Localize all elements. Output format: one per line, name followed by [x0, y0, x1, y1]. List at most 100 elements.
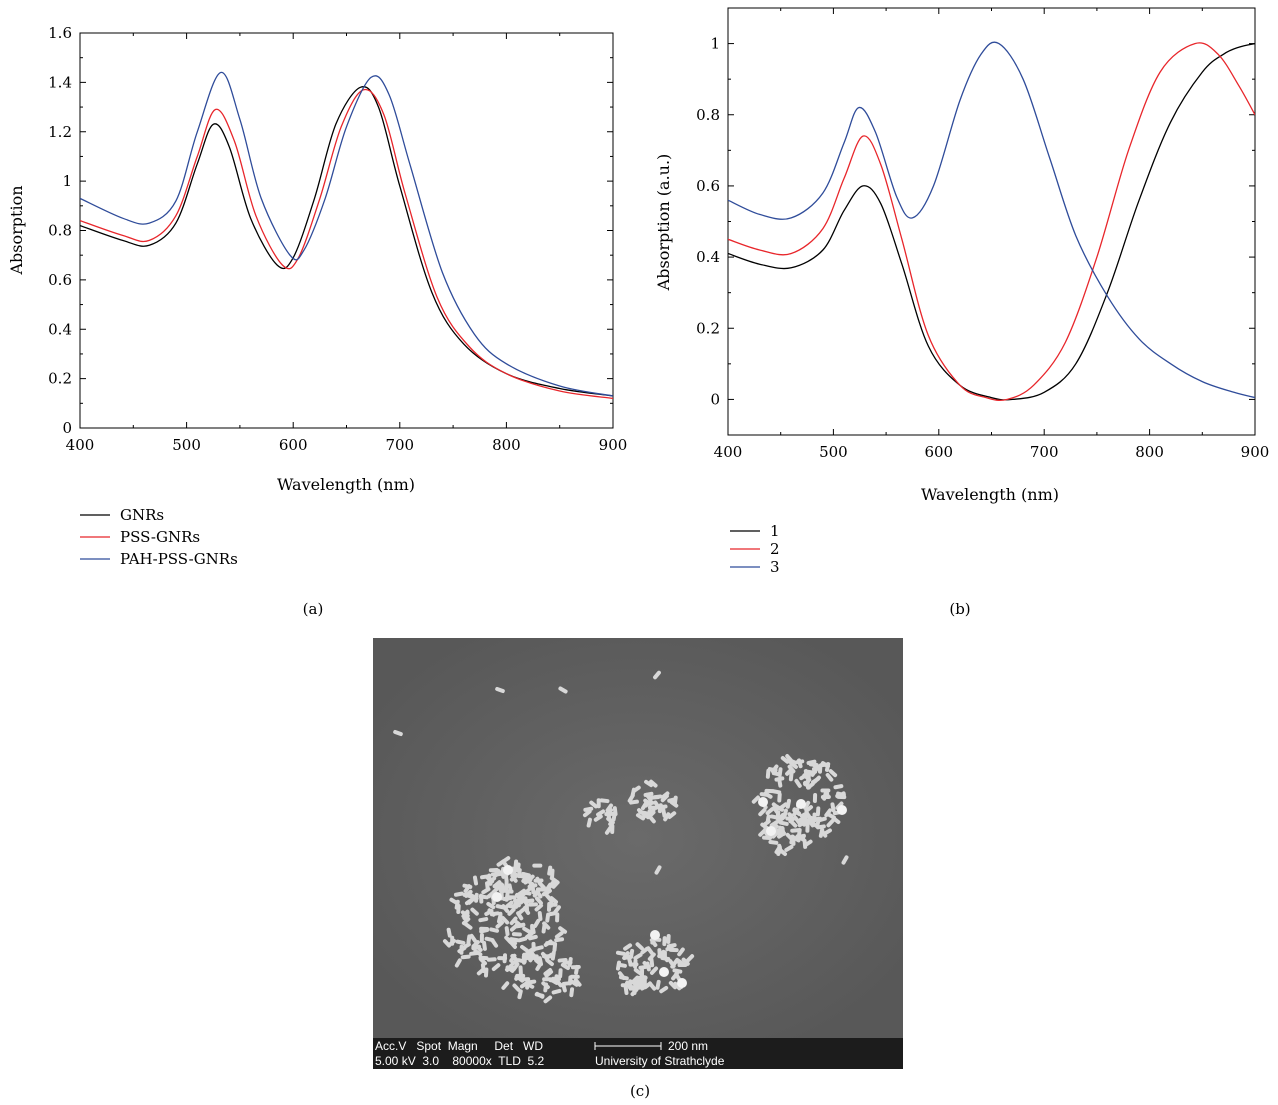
sem-nanorod [653, 670, 661, 680]
sem-nanorod [782, 808, 788, 819]
sem-nanorod [668, 947, 679, 953]
sem-nanorod [491, 886, 500, 895]
sem-nanorod [633, 958, 638, 969]
sem-nanorod [509, 873, 519, 882]
sem-nanorod [649, 938, 658, 948]
sem-nanorod [534, 903, 544, 912]
sem-nanorod [625, 980, 634, 989]
sem-nanorod [516, 868, 522, 879]
sem-nanorod [835, 801, 844, 810]
sem-nanorod [666, 934, 671, 944]
sem-nanorod [442, 939, 452, 948]
sem-nanorod [765, 807, 775, 816]
sem-micrograph: Acc.V Spot Magn Det WD 5.00 kV 3.0 80000… [373, 638, 903, 1100]
sem-nanorod [516, 907, 526, 916]
sem-nanorod [535, 876, 543, 886]
sem-nanorod [525, 931, 534, 940]
sem-nanorod [637, 808, 646, 816]
sem-nanorod [479, 893, 484, 904]
sem-nanorod [470, 907, 479, 916]
sem-nanorod [446, 927, 452, 938]
sem-nanorod [532, 863, 543, 868]
sem-nanorod [784, 844, 794, 852]
sem-nanorod [751, 795, 761, 804]
sem-nanorod [622, 954, 633, 960]
sem-nanorod [537, 911, 543, 921]
chart-b: 400 500 600 700 800 900 0 0.2 0.4 0.6 0.8 1 Wavelen… [654, 7, 1269, 618]
chart-b-x-tick-label: 500 [819, 443, 848, 461]
sem-nanorod [810, 776, 821, 785]
sem-nanorod [677, 947, 685, 957]
sem-nanorod [612, 806, 618, 817]
chart-b-legend-label: 2 [770, 540, 780, 558]
sem-nanorod [479, 933, 484, 943]
sem-nanorod [520, 944, 529, 953]
sem-nanorod [488, 867, 499, 873]
sem-nanorod [841, 855, 849, 865]
sem-nanorod [776, 846, 782, 856]
sem-nanorod [785, 798, 791, 809]
sem-nanorod [463, 922, 473, 930]
sem-nanorod [765, 814, 771, 825]
sem-header-labels: Acc.V Spot Magn Det WD [375, 1039, 543, 1053]
sem-nanorod [473, 949, 483, 957]
sem-nanorod [633, 952, 643, 961]
sem-nanorod [663, 812, 671, 822]
sem-nanorod [788, 771, 794, 782]
sem-nanorod [504, 935, 513, 944]
sem-nanorod [496, 859, 506, 867]
sem-nanorod [495, 920, 504, 929]
sem-nanorod [455, 939, 466, 945]
sem-nanorod [560, 962, 570, 971]
sem-nanorod [544, 952, 554, 961]
sem-nanorod [771, 830, 780, 839]
chart-b-x-tick-label: 800 [1135, 443, 1164, 461]
sem-nanorod [487, 873, 492, 884]
sem-nanorod [506, 895, 517, 900]
sem-nanorod [541, 981, 550, 990]
sem-nanorod [554, 931, 564, 939]
sem-nanorod [630, 987, 639, 997]
sem-nanorod [466, 934, 472, 945]
sem-nanorod [660, 791, 670, 800]
sem-nanorod [792, 807, 802, 816]
sem-nanorod [789, 819, 798, 828]
sem-nanorod [643, 791, 654, 797]
chart-a-y-tick-label: 1.2 [48, 123, 72, 141]
sem-nanorod [672, 968, 683, 974]
sem-nanorod [606, 816, 615, 825]
sem-nanorod [662, 936, 667, 947]
sem-nanorod [569, 987, 575, 998]
sem-nanorod [527, 878, 535, 889]
chart-b-y-tick-label: 0.8 [696, 106, 720, 124]
sem-nanorod [642, 960, 651, 970]
sem-nanosphere [766, 826, 776, 836]
chart-a: 400 500 600 700 800 900 0 0.2 0.4 0.6 0.8 1 1.2 1.4 1.… [7, 24, 627, 618]
sem-nanorod [543, 939, 553, 947]
sem-nanorod [453, 891, 464, 897]
chart-a-legend-label: PSS-GNRs [120, 528, 200, 546]
sem-nanorod [558, 686, 568, 694]
sem-nanorod [393, 729, 403, 737]
sem-nanorod [826, 818, 835, 828]
sem-nanorod [486, 901, 496, 910]
sem-nanorod [462, 911, 470, 921]
sem-nanorod [478, 917, 489, 923]
sem-nanorod [759, 792, 770, 797]
sem-nanorod [569, 974, 580, 979]
sem-nanorod [758, 807, 767, 817]
sem-nanorod [493, 868, 501, 878]
sem-nanorod [790, 828, 801, 833]
chart-a-series [80, 71, 613, 400]
sem-nanorod [819, 762, 830, 768]
sem-nanorod [643, 798, 653, 807]
chart-b-legend: 123 [730, 522, 780, 576]
sem-nanorod-clusters [393, 670, 849, 1004]
sem-nanorod [833, 784, 844, 790]
sem-nanorod [544, 893, 553, 902]
sem-nanorod [770, 764, 779, 774]
chart-b-legend-label: 1 [770, 522, 780, 540]
sem-nanorod [605, 803, 614, 813]
sem-scale-label: 200 nm [668, 1039, 708, 1053]
